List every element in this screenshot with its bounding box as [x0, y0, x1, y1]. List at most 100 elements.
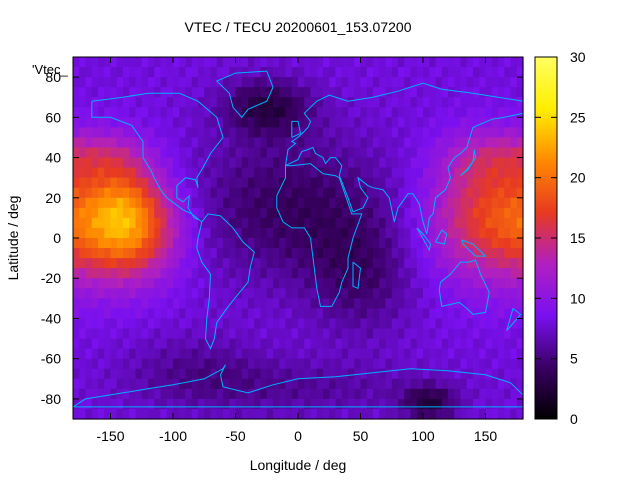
- heatmap-cell: [398, 137, 405, 149]
- heatmap-cell: [429, 408, 437, 420]
- heatmap-cell: [398, 268, 405, 279]
- heatmap-cell: [254, 318, 262, 330]
- heatmap-cell: [148, 268, 155, 279]
- heatmap-cell: [260, 107, 268, 118]
- heatmap-cell: [460, 57, 468, 68]
- heatmap-cell: [73, 97, 80, 108]
- heatmap-cell: [310, 197, 318, 209]
- heatmap-cell: [341, 217, 349, 229]
- heatmap-cell: [73, 388, 80, 400]
- heatmap-cell: [373, 338, 380, 350]
- heatmap-cell: [154, 348, 162, 360]
- heatmap-cell: [285, 268, 293, 279]
- heatmap-cell: [216, 137, 224, 149]
- heatmap-cell: [310, 268, 318, 279]
- heatmap-cell: [266, 258, 274, 269]
- heatmap-cell: [304, 157, 312, 169]
- heatmap-cell: [298, 258, 305, 269]
- heatmap-cell: [166, 318, 174, 330]
- heatmap-cell: [379, 358, 387, 370]
- heatmap-cell: [454, 87, 462, 98]
- heatmap-cell: [441, 348, 449, 360]
- heatmap-cell: [516, 87, 524, 98]
- heatmap-cell: [441, 187, 449, 199]
- heatmap-cell: [379, 248, 387, 259]
- heatmap-cell: [485, 338, 493, 350]
- heatmap-cell: [166, 137, 174, 149]
- heatmap-cell: [304, 388, 312, 400]
- heatmap-cell: [391, 197, 399, 209]
- heatmap-cell: [179, 187, 187, 199]
- heatmap-cell: [335, 348, 343, 360]
- heatmap-cell: [298, 137, 305, 149]
- heatmap-cell: [116, 107, 124, 118]
- heatmap-cell: [166, 217, 174, 229]
- heatmap-cell: [335, 318, 343, 330]
- heatmap-cell: [416, 338, 424, 350]
- heatmap-cell: [279, 67, 287, 78]
- heatmap-cell: [223, 258, 230, 269]
- heatmap-cell: [385, 87, 393, 98]
- heatmap-cell: [441, 328, 449, 340]
- heatmap-cell: [166, 197, 174, 209]
- heatmap-cell: [291, 258, 299, 269]
- heatmap-cell: [248, 97, 255, 108]
- heatmap-cell: [110, 238, 118, 249]
- heatmap-cell: [429, 167, 437, 179]
- heatmap-cell: [110, 107, 118, 118]
- heatmap-cell: [385, 308, 393, 320]
- heatmap-cell: [241, 388, 249, 400]
- heatmap-cell: [273, 97, 280, 108]
- heatmap-cell: [304, 187, 312, 199]
- heatmap-cell: [229, 238, 237, 249]
- heatmap-cell: [79, 157, 87, 169]
- heatmap-cell: [291, 147, 299, 159]
- heatmap-cell: [266, 57, 274, 68]
- heatmap-cell: [241, 167, 249, 179]
- heatmap-cell: [373, 57, 380, 68]
- heatmap-cell: [185, 338, 193, 350]
- heatmap-cell: [173, 248, 180, 259]
- heatmap-cell: [104, 77, 112, 88]
- heatmap-cell: [241, 308, 249, 320]
- heatmap-cell: [473, 117, 480, 128]
- heatmap-cell: [423, 217, 430, 229]
- heatmap-cell: [310, 398, 318, 410]
- heatmap-cell: [154, 308, 162, 320]
- heatmap-cell: [441, 67, 449, 78]
- heatmap-cell: [316, 388, 324, 400]
- heatmap-cell: [204, 288, 212, 299]
- heatmap-cell: [241, 197, 249, 209]
- heatmap-cell: [410, 338, 418, 350]
- heatmap-cell: [473, 87, 480, 98]
- heatmap-cell: [335, 217, 343, 229]
- heatmap-cell: [166, 157, 174, 169]
- heatmap-cell: [516, 187, 524, 199]
- heatmap-cell: [366, 107, 374, 118]
- heatmap-cell: [329, 157, 337, 169]
- heatmap-cell: [485, 207, 493, 219]
- heatmap-cell: [441, 217, 449, 229]
- y-tick-label: 0: [53, 230, 61, 246]
- coastline: [435, 229, 448, 245]
- heatmap-cell: [479, 348, 487, 360]
- heatmap-cell: [360, 268, 368, 279]
- heatmap-cell: [285, 187, 293, 199]
- heatmap-cell: [116, 248, 124, 259]
- heatmap-cell: [248, 217, 255, 229]
- heatmap-cell: [360, 298, 368, 309]
- heatmap-cell: [185, 318, 193, 330]
- heatmap-cell: [154, 248, 162, 259]
- heatmap-cell: [185, 217, 193, 229]
- heatmap-cell: [354, 117, 362, 128]
- heatmap-cell: [504, 368, 512, 380]
- heatmap-cell: [285, 67, 293, 78]
- heatmap-cell: [485, 137, 493, 149]
- heatmap-cell: [73, 157, 80, 169]
- heatmap-cell: [166, 278, 174, 289]
- heatmap-cell: [248, 157, 255, 169]
- heatmap-cell: [423, 408, 430, 420]
- heatmap-cell: [198, 127, 205, 139]
- heatmap-cell: [454, 288, 462, 299]
- heatmap-cell: [404, 167, 412, 179]
